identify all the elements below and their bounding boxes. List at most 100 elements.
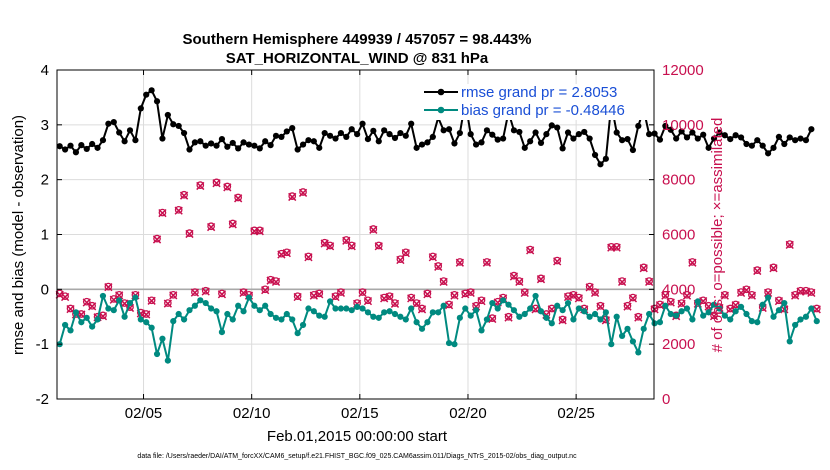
obs-possible-marker — [558, 315, 567, 324]
rmse-point — [197, 138, 204, 145]
obs-possible-marker — [407, 293, 416, 302]
bias-point — [429, 309, 436, 316]
obs-possible-marker — [288, 192, 297, 200]
bias-point — [391, 310, 399, 318]
obs-assimilated-marker — [315, 290, 324, 299]
bias-point — [283, 310, 290, 318]
obs-assimilated-marker — [190, 288, 200, 297]
rmse-point — [559, 145, 566, 152]
obs-possible-marker — [201, 286, 210, 295]
obs-assimilated-marker — [347, 242, 356, 251]
bias-point — [370, 313, 377, 320]
y2-tick-label: 2000 — [662, 336, 695, 353]
bias-point — [521, 310, 528, 318]
bias-point — [218, 329, 226, 336]
rmse-point — [792, 137, 799, 144]
bias-point — [694, 298, 701, 305]
bias-point — [143, 319, 150, 326]
rmse-point — [748, 142, 755, 149]
bias-point — [364, 309, 372, 316]
y-tick-label: -2 — [36, 391, 49, 408]
rmse-point — [532, 129, 539, 136]
obs-possible-marker — [369, 225, 378, 233]
rmse-point — [575, 131, 582, 138]
bias-point — [462, 305, 469, 312]
rmse-point — [224, 143, 231, 150]
rmse-point — [364, 135, 372, 143]
rmse-point — [202, 142, 209, 149]
bias-point — [245, 294, 253, 301]
rmse-point — [467, 131, 474, 138]
obs-assimilated-marker — [709, 312, 719, 321]
rmse-point — [170, 121, 177, 128]
bias-point — [316, 312, 323, 319]
obs-possible-marker — [255, 226, 264, 235]
rmse-point — [808, 126, 815, 133]
bias-point — [673, 312, 680, 319]
rmse-point — [208, 140, 215, 147]
obs-possible-marker — [461, 289, 470, 298]
obs-possible-marker — [510, 271, 518, 280]
rmse-point — [143, 91, 150, 98]
obs-possible-marker — [174, 205, 183, 214]
bias-point — [564, 299, 572, 307]
bias-point — [386, 308, 393, 315]
bias-point — [72, 309, 80, 316]
obs-assimilated-marker — [239, 288, 248, 298]
obs-possible-marker — [553, 256, 562, 265]
bias-point — [164, 357, 171, 364]
rmse-point — [337, 129, 344, 137]
rmse-point — [99, 137, 107, 144]
obs-assimilated-marker — [444, 301, 454, 310]
bias-point — [137, 316, 144, 323]
legend-box — [421, 84, 649, 120]
rmse-point — [797, 135, 804, 142]
rmse-point — [83, 145, 90, 153]
obs-assimilated-marker — [223, 183, 232, 192]
bias-point — [132, 294, 139, 301]
bias-point — [272, 314, 280, 321]
bias-point — [494, 305, 501, 312]
obs-possible-marker — [142, 310, 151, 318]
y-tick-label: 4 — [41, 62, 49, 79]
obs-possible-marker — [742, 285, 751, 294]
obs-assimilated-marker — [390, 299, 400, 308]
obs-possible-marker — [228, 219, 237, 228]
obs-assimilated-marker — [206, 222, 216, 232]
bias-point — [299, 321, 307, 329]
obs-assimilated-marker — [536, 275, 546, 284]
bias-point — [765, 294, 772, 301]
rmse-point — [67, 142, 74, 149]
obs-assimilated-marker — [331, 292, 340, 302]
rmse-point — [375, 138, 382, 145]
obs-possible-marker — [347, 241, 356, 250]
obs-assimilated-marker — [385, 292, 394, 302]
obs-possible-marker — [104, 282, 113, 291]
y-tick-label: -1 — [36, 336, 49, 353]
rmse-point — [418, 141, 426, 148]
obs-possible-marker — [331, 292, 340, 301]
bias-point — [235, 302, 242, 309]
bias-point — [121, 313, 128, 320]
rmse-point — [381, 127, 388, 134]
obs-possible-marker — [223, 182, 232, 191]
obs-possible-marker — [423, 289, 432, 298]
x-tick-label: 02/20 — [449, 405, 487, 422]
bias-point — [435, 309, 442, 316]
obs-possible-marker — [720, 290, 729, 299]
rmse-point — [332, 135, 339, 142]
bias-point — [629, 338, 637, 345]
obs-assimilated-marker — [174, 206, 183, 215]
bias-point — [440, 302, 447, 309]
bias-point — [413, 319, 420, 326]
bias-point — [727, 316, 734, 323]
rmse-point — [305, 137, 312, 144]
bias-point — [375, 314, 382, 321]
bias-point — [640, 325, 647, 332]
rmse-point — [721, 132, 728, 139]
rmse-point — [262, 138, 269, 145]
bias-point — [326, 298, 334, 305]
rmse-point — [500, 135, 507, 142]
rmse-point — [775, 133, 783, 140]
obs-possible-marker — [88, 301, 96, 310]
